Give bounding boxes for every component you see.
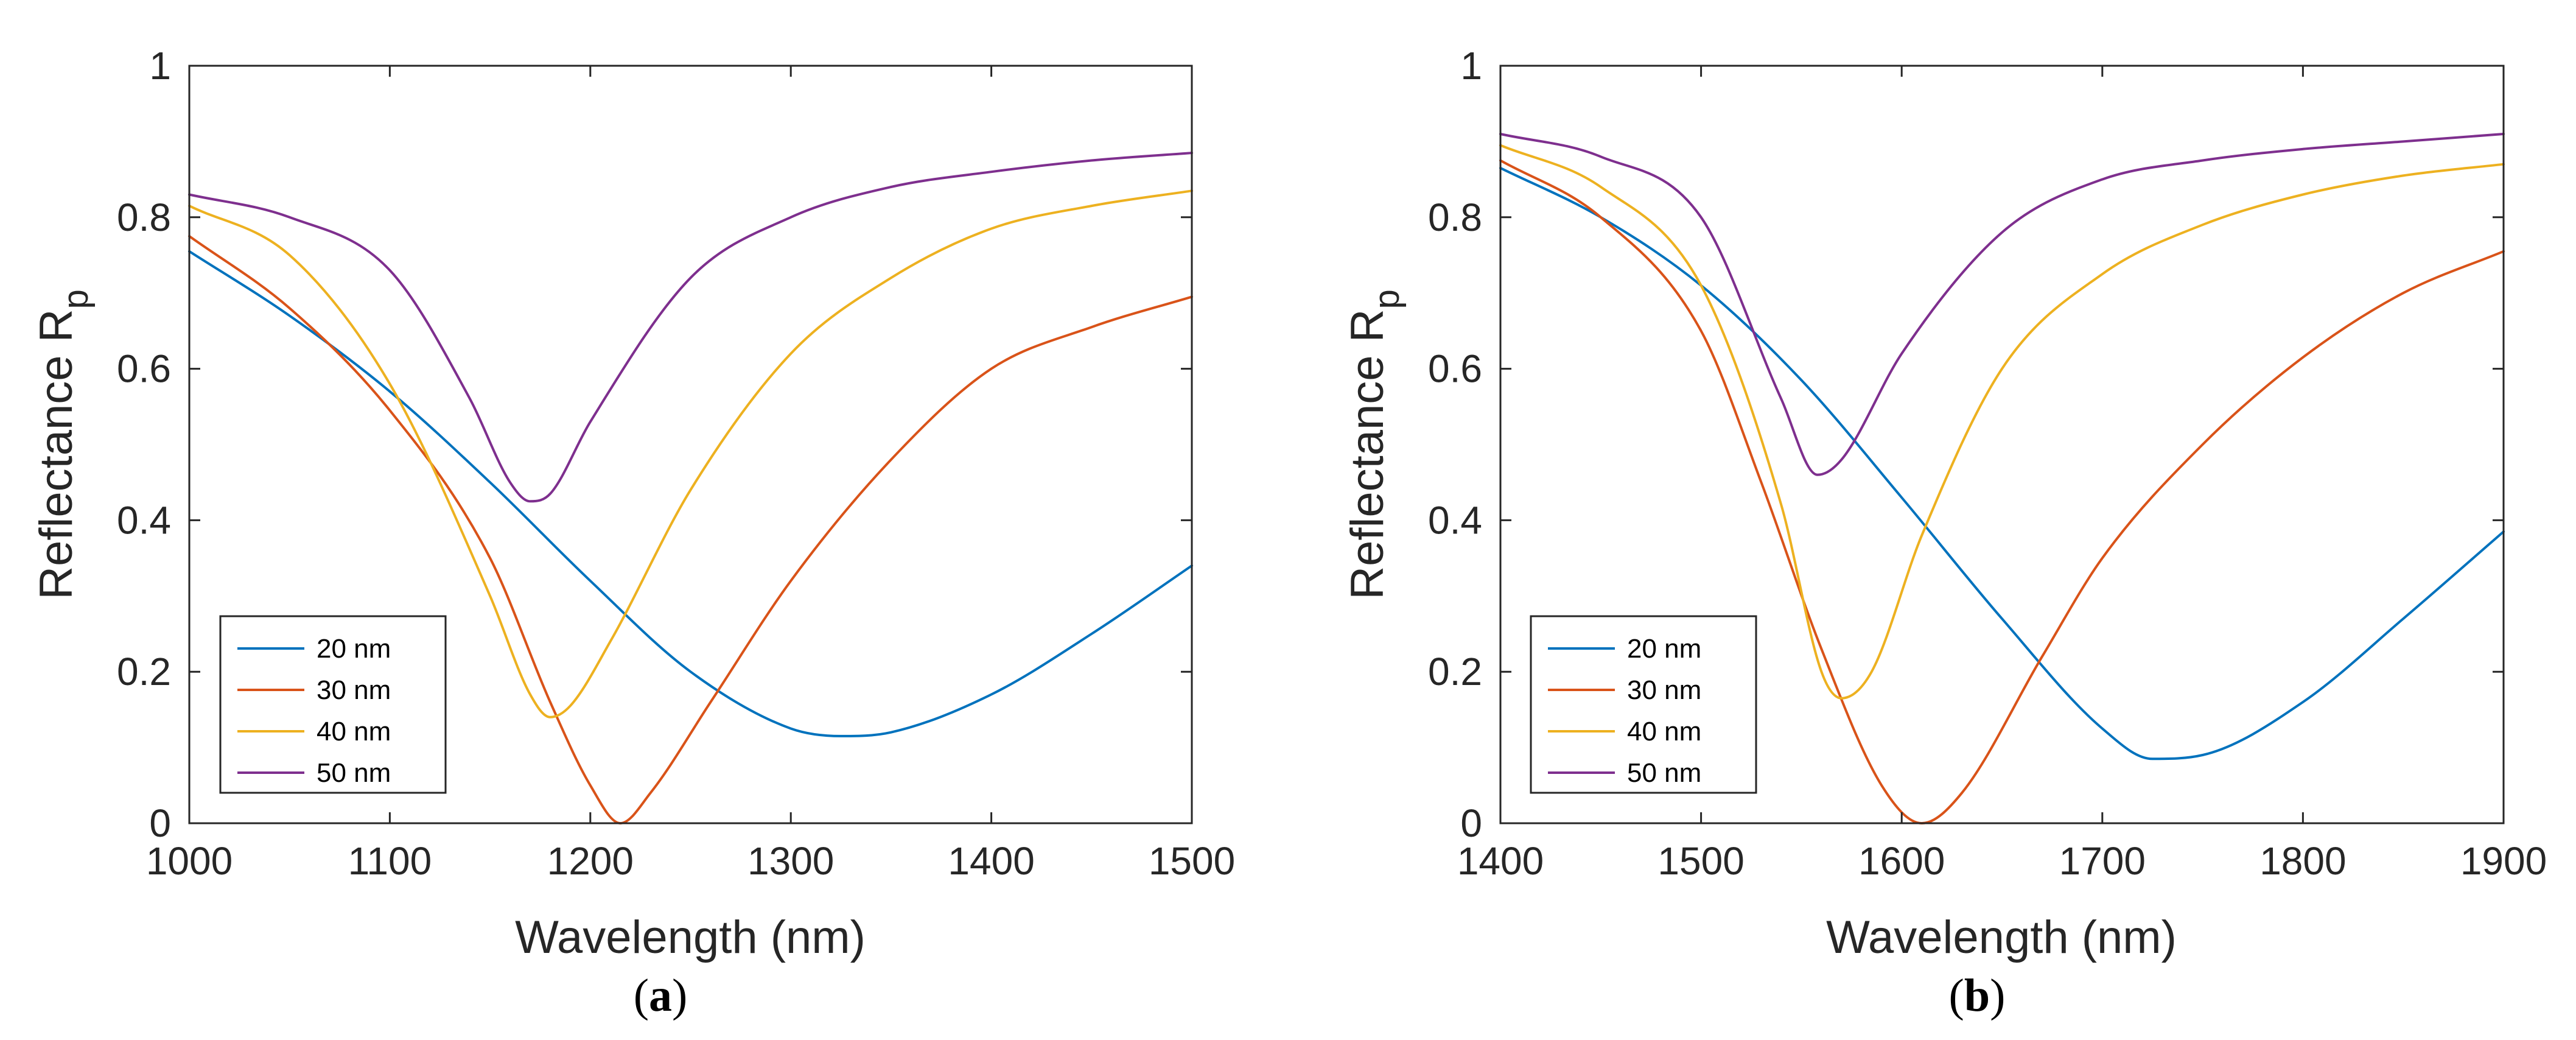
legend-entries-b: 20 nm 30 nm 40 nm 50 nm — [1548, 634, 1701, 788]
legend-box-b — [1530, 615, 1757, 794]
series-layer-b — [1499, 133, 2505, 824]
x-tick-label-b-1900: 1900 — [2460, 839, 2547, 883]
x-tick-label-b-1400: 1400 — [1457, 839, 1544, 883]
series-line-b-40-nm — [1499, 144, 2505, 700]
legend-label-a-50-nm: 50 nm — [317, 758, 391, 788]
series-layer-a — [188, 152, 1193, 824]
y-tick-label-a-0.2: 0.2 — [117, 650, 171, 694]
legend-label-b-40-nm: 40 nm — [1627, 717, 1701, 747]
y-tick-label-a-0.8: 0.8 — [117, 195, 171, 239]
y-tick-label-b-0.4: 0.4 — [1428, 498, 1482, 542]
x-tick-label-b-1700: 1700 — [2059, 839, 2146, 883]
y-axis-label-b: Reflectance Rp — [1342, 289, 1407, 600]
panel-a: 1000 1100 1200 1300 1400 1500 0 0.2 0.4 0.6 0.8 1 R… — [30, 44, 1235, 1021]
y-axis-label-sub-a: p — [56, 289, 96, 309]
y-tick-label-a-0: 0 — [149, 801, 171, 845]
y-tick-label-a-1: 1 — [149, 44, 171, 88]
legend-box-a — [219, 615, 447, 794]
x-tick-label-b-1600: 1600 — [1858, 839, 1945, 883]
y-tick-label-a-0.4: 0.4 — [117, 498, 171, 542]
x-tick-label-b-1800: 1800 — [2259, 839, 2346, 883]
y-axis-label-sub-b: p — [1367, 289, 1407, 309]
plot-frame-b — [1499, 65, 2505, 824]
y-axis-label-main-a: Reflectance R — [30, 309, 82, 599]
plot-frame-a — [188, 65, 1193, 824]
x-tick-label-a-1400: 1400 — [948, 839, 1034, 883]
y-tick-label-b-0: 0 — [1460, 801, 1482, 845]
y-tick-label-b-0.8: 0.8 — [1428, 195, 1482, 239]
x-tick-label-a-1000: 1000 — [146, 839, 233, 883]
legend-label-b-30-nm: 30 nm — [1627, 675, 1701, 705]
series-line-b-30-nm — [1499, 159, 2505, 824]
tick-layer-b: 1400 1500 1600 1700 1800 1900 0 0.2 0.4 0.6 0.8 1 — [1428, 44, 2547, 883]
legend-label-a-20-nm: 20 nm — [317, 634, 391, 664]
legend-entries-a: 20 nm 30 nm 40 nm 50 nm — [237, 634, 391, 788]
y-tick-label-b-1: 1 — [1460, 44, 1482, 88]
legend-label-b-20-nm: 20 nm — [1627, 634, 1701, 664]
svg-text:Reflectance Rp: Reflectance Rp — [30, 289, 96, 600]
legend-label-b-50-nm: 50 nm — [1627, 758, 1701, 788]
x-tick-label-a-1300: 1300 — [747, 839, 834, 883]
legend-b: 20 nm 30 nm 40 nm 50 nm — [1530, 615, 1757, 794]
x-tick-label-a-1500: 1500 — [1149, 839, 1235, 883]
legend-label-a-30-nm: 30 nm — [317, 675, 391, 705]
series-line-a-40-nm — [188, 189, 1193, 719]
x-axis-label-b: Wavelength (nm) — [1826, 912, 2177, 963]
x-axis-label-a: Wavelength (nm) — [515, 912, 866, 963]
series-line-a-30-nm — [188, 234, 1193, 824]
legend-a: 20 nm 30 nm 40 nm 50 nm — [219, 615, 447, 794]
caption-letter-a: a — [649, 970, 672, 1021]
y-axis-label-a: Reflectance Rp — [30, 289, 96, 600]
y-tick-label-a-0.6: 0.6 — [117, 347, 171, 391]
y-axis-label-main-b: Reflectance R — [1342, 309, 1393, 599]
y-tick-label-b-0.2: 0.2 — [1428, 650, 1482, 694]
y-tick-label-b-0.6: 0.6 — [1428, 347, 1482, 391]
caption-b: (b) — [1949, 970, 2006, 1021]
series-line-b-20-nm — [1499, 166, 2505, 761]
svg-text:Reflectance Rp: Reflectance Rp — [1342, 289, 1407, 600]
series-line-a-20-nm — [188, 250, 1193, 737]
tick-layer-a: 1000 1100 1200 1300 1400 1500 0 0.2 0.4 0.6 0.8 1 — [117, 44, 1235, 883]
series-line-b-50-nm — [1499, 133, 2505, 476]
x-tick-label-a-1100: 1100 — [348, 839, 432, 883]
caption-a: (a) — [634, 970, 688, 1021]
caption-letter-b: b — [1964, 970, 1990, 1021]
x-tick-label-b-1500: 1500 — [1657, 839, 1744, 883]
x-tick-label-a-1200: 1200 — [547, 839, 634, 883]
panel-b: 1400 1500 1600 1700 1800 1900 0 0.2 0.4 0.6 0.8 1 R… — [1342, 44, 2547, 1021]
legend-label-a-40-nm: 40 nm — [317, 717, 391, 747]
series-line-a-50-nm — [188, 152, 1193, 503]
